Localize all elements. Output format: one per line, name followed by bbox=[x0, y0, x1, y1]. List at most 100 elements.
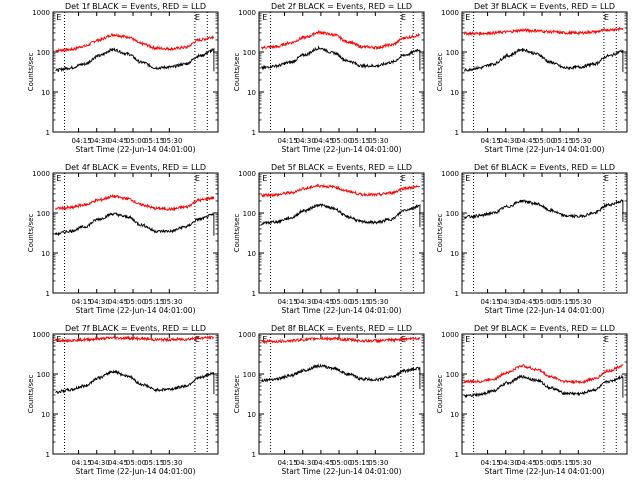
event-annotation: E bbox=[56, 174, 61, 183]
x-tick-label: 04:45 bbox=[108, 137, 128, 145]
plot-frame bbox=[258, 333, 425, 455]
y-tick-label: 1 bbox=[252, 451, 256, 459]
x-axis-label: Start Time (22-Jun-14 04:01:00) bbox=[282, 467, 402, 476]
y-tick-label: 1000 bbox=[238, 9, 256, 17]
x-tick-label: 04:15 bbox=[277, 137, 297, 145]
event-annotation: E bbox=[262, 13, 267, 22]
chart-panel-9: Det 9f BLACK = Events, RED = LLD 1 10 100 10… bbox=[436, 324, 628, 476]
y-tick-label: 10 bbox=[450, 89, 459, 97]
x-tick-label: 05:30 bbox=[571, 459, 591, 467]
y-tick-label: 1 bbox=[46, 129, 50, 137]
y-tick-label: 100 bbox=[37, 210, 50, 218]
x-axis-label: Start Time (22-Jun-14 04:01:00) bbox=[76, 306, 196, 315]
y-tick-label: 1000 bbox=[238, 331, 256, 339]
x-axis-label: Start Time (22-Jun-14 04:01:00) bbox=[485, 306, 605, 315]
series-events-black bbox=[55, 47, 215, 73]
y-axis-label: Counts/sec bbox=[436, 53, 444, 92]
x-tick-label: 04:45 bbox=[108, 459, 128, 467]
chart-panel-7: Det 7f BLACK = Events, RED = LLD 1 10 100 10… bbox=[27, 324, 219, 476]
x-tick-label: 05:15 bbox=[553, 459, 573, 467]
y-axis-label: Counts/sec bbox=[233, 375, 241, 414]
x-tick-label: 04:30 bbox=[499, 137, 519, 145]
x-tick-label: 05:00 bbox=[332, 459, 352, 467]
y-tick-label: 10 bbox=[450, 250, 459, 258]
series-lld-red bbox=[464, 26, 624, 37]
x-tick-label: 05:15 bbox=[144, 459, 164, 467]
x-tick-label: 05:30 bbox=[571, 137, 591, 145]
event-annotation: E bbox=[195, 335, 200, 344]
y-tick-label: 100 bbox=[243, 371, 256, 379]
x-tick-label: 05:30 bbox=[368, 298, 388, 306]
event-annotation: E bbox=[604, 13, 609, 22]
y-tick-label: 10 bbox=[41, 250, 50, 258]
y-tick-label: 1000 bbox=[32, 331, 50, 339]
series-lld-red bbox=[261, 29, 420, 51]
series-lld-red bbox=[261, 183, 421, 198]
chart-title: Det 2f BLACK = Events, RED = LLD bbox=[271, 2, 412, 11]
x-axis-label: Start Time (22-Jun-14 04:01:00) bbox=[282, 306, 402, 315]
y-tick-label: 1 bbox=[46, 451, 50, 459]
plot-frame bbox=[52, 11, 219, 133]
x-tick-label: 04:30 bbox=[90, 459, 110, 467]
y-tick-label: 1 bbox=[455, 290, 459, 298]
event-annotation: E bbox=[56, 13, 61, 22]
series-lld-red bbox=[55, 32, 214, 54]
x-tick-label: 04:45 bbox=[314, 298, 334, 306]
y-tick-label: 10 bbox=[41, 411, 50, 419]
series-lld-red bbox=[55, 193, 215, 212]
x-tick-label: 05:30 bbox=[162, 298, 182, 306]
x-tick-label: 04:15 bbox=[277, 298, 297, 306]
x-axis-label: Start Time (22-Jun-14 04:01:00) bbox=[485, 145, 605, 154]
x-tick-label: 04:45 bbox=[517, 459, 537, 467]
x-tick-label: 05:30 bbox=[368, 459, 388, 467]
plot-frame bbox=[258, 11, 425, 133]
chart-panel-1: Det 1f BLACK = Events, RED = LLD 1 10 100 10… bbox=[27, 2, 219, 154]
x-tick-label: 04:30 bbox=[296, 137, 316, 145]
y-tick-label: 10 bbox=[450, 411, 459, 419]
chart-title: Det 5f BLACK = Events, RED = LLD bbox=[271, 163, 412, 172]
y-tick-label: 100 bbox=[243, 49, 256, 57]
x-tick-label: 05:00 bbox=[535, 298, 555, 306]
series-events-black bbox=[261, 203, 421, 227]
chart-panel-5: Det 5f BLACK = Events, RED = LLD 1 10 100 10… bbox=[233, 163, 425, 315]
y-tick-label: 100 bbox=[37, 371, 50, 379]
chart-panel-3: Det 3f BLACK = Events, RED = LLD 1 10 100 10… bbox=[436, 2, 628, 154]
x-tick-label: 05:00 bbox=[332, 298, 352, 306]
y-tick-label: 1 bbox=[252, 129, 256, 137]
chart-title: Det 1f BLACK = Events, RED = LLD bbox=[65, 2, 206, 11]
chart-title: Det 4f BLACK = Events, RED = LLD bbox=[65, 163, 206, 172]
x-axis-label: Start Time (22-Jun-14 04:01:00) bbox=[76, 467, 196, 476]
chart-panel-6: Det 6f BLACK = Events, RED = LLD 1 10 100 10… bbox=[436, 163, 628, 315]
y-axis-label: Counts/sec bbox=[233, 53, 241, 92]
series-lld-red bbox=[55, 335, 214, 343]
x-tick-label: 04:15 bbox=[277, 459, 297, 467]
x-tick-label: 04:15 bbox=[71, 298, 91, 306]
y-axis-label: Counts/sec bbox=[436, 375, 444, 414]
x-tick-label: 04:30 bbox=[90, 137, 110, 145]
x-tick-label: 05:00 bbox=[332, 137, 352, 145]
event-annotation: E bbox=[604, 335, 609, 344]
x-tick-label: 04:15 bbox=[480, 459, 500, 467]
event-annotation: E bbox=[195, 13, 200, 22]
series-lld-red bbox=[261, 335, 421, 345]
event-annotation: E bbox=[465, 174, 470, 183]
x-tick-label: 05:15 bbox=[553, 298, 573, 306]
plot-frame bbox=[461, 172, 628, 294]
x-tick-label: 05:00 bbox=[535, 137, 555, 145]
event-annotation: E bbox=[262, 174, 267, 183]
y-tick-label: 10 bbox=[247, 89, 256, 97]
x-tick-label: 05:15 bbox=[350, 459, 370, 467]
plot-frame bbox=[461, 333, 628, 455]
x-tick-label: 04:45 bbox=[108, 298, 128, 306]
series-events-black bbox=[464, 48, 624, 73]
chart-title: Det 6f BLACK = Events, RED = LLD bbox=[474, 163, 615, 172]
series-events-black bbox=[464, 374, 624, 399]
x-tick-label: 04:30 bbox=[90, 298, 110, 306]
x-tick-label: 04:15 bbox=[480, 298, 500, 306]
x-tick-label: 05:15 bbox=[144, 298, 164, 306]
y-tick-label: 100 bbox=[446, 371, 459, 379]
event-annotation: E bbox=[262, 335, 267, 344]
x-tick-label: 04:45 bbox=[517, 298, 537, 306]
y-axis-label: Counts/sec bbox=[27, 375, 35, 414]
